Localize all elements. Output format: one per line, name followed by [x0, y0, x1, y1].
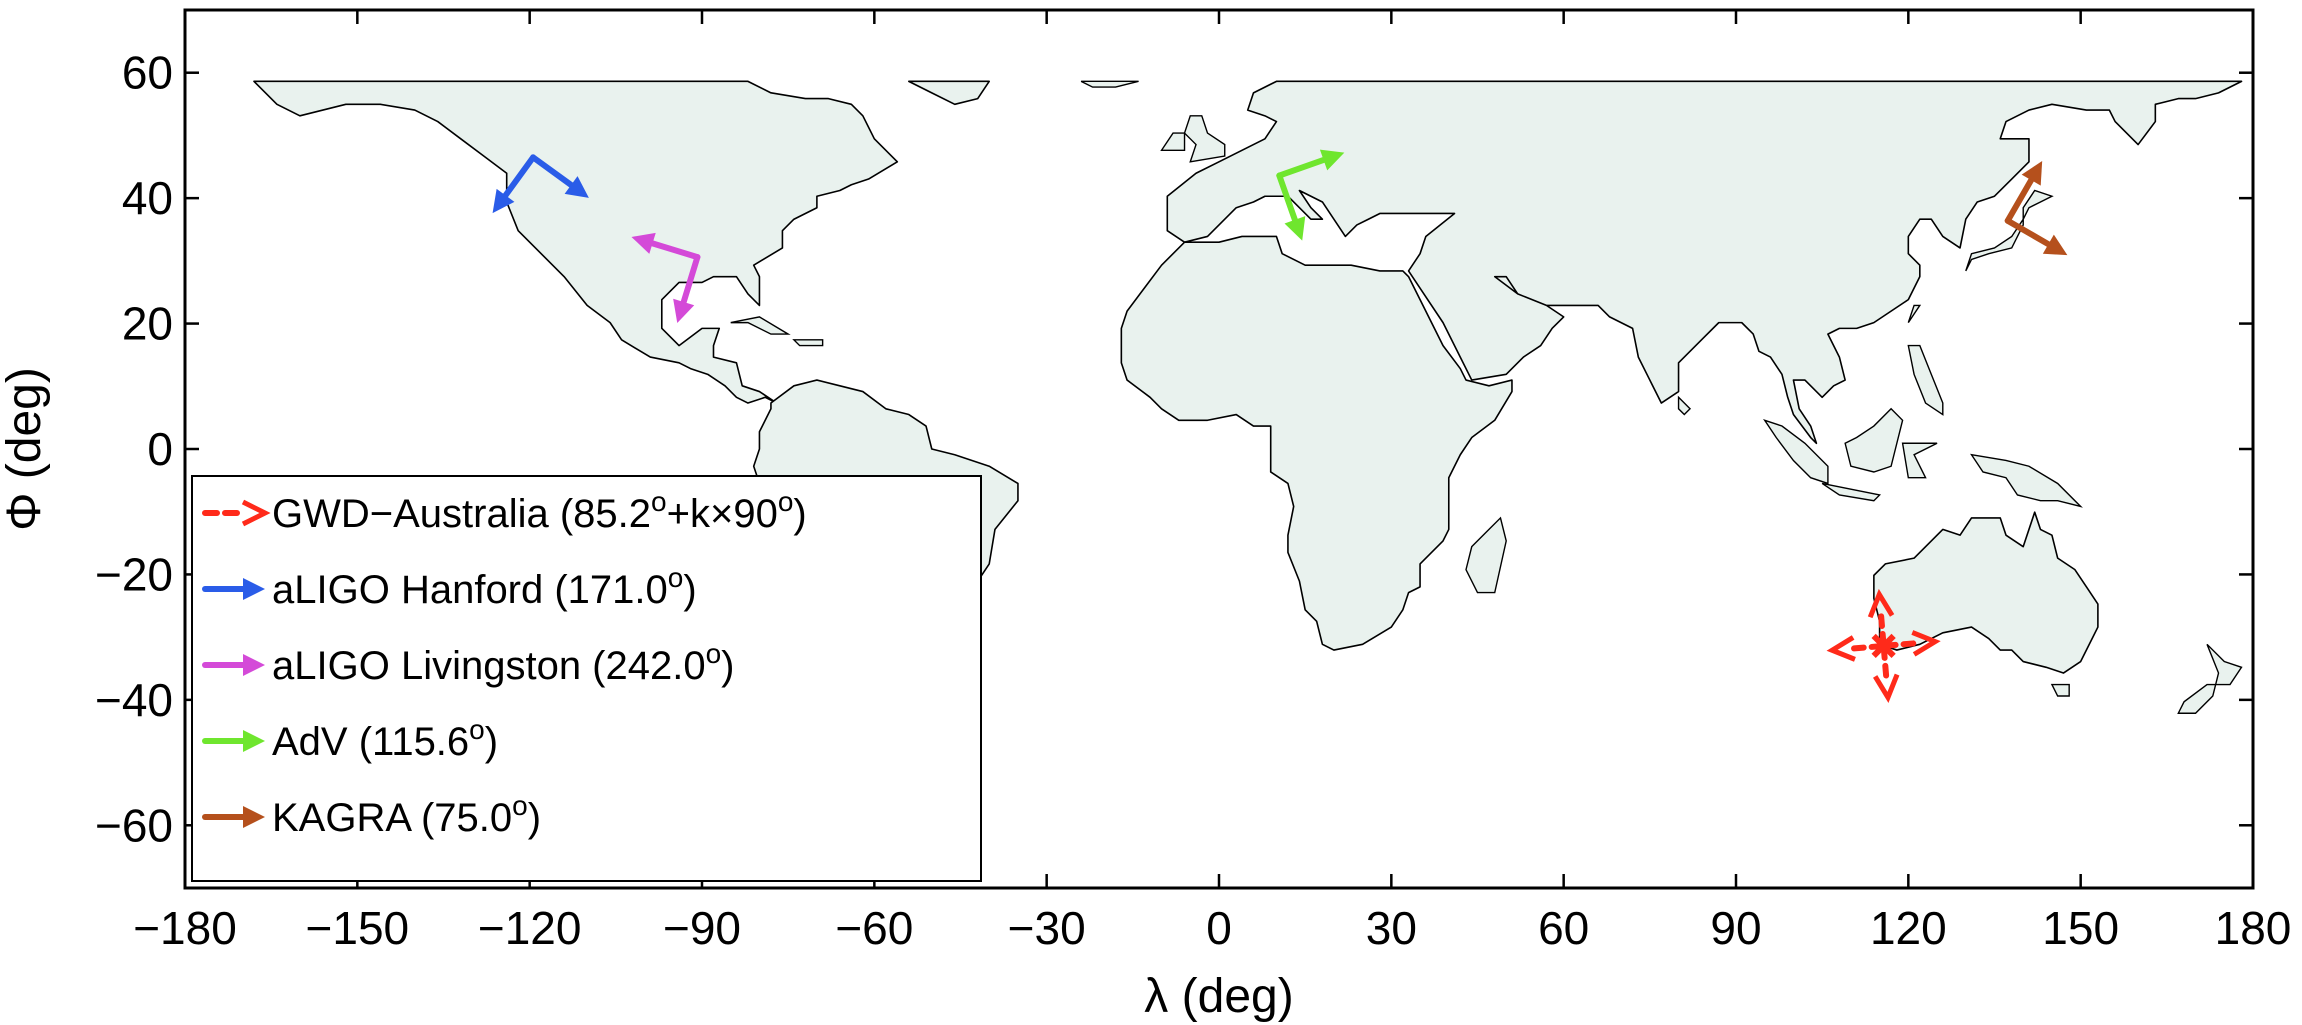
legend-item-ligo-livingston: aLIGO Livingston (242.0o)	[202, 638, 735, 688]
landmass-hispaniola	[794, 340, 823, 346]
legend-swatch	[202, 806, 265, 828]
legend-item-virgo: AdV (115.6o)	[202, 714, 498, 764]
x-tick-label: −150	[306, 902, 410, 954]
landmass-sulawesi	[1903, 443, 1937, 477]
detector-arm	[2004, 217, 2068, 256]
detector-arm	[1880, 630, 1941, 657]
legend-swatch	[202, 654, 265, 676]
detector-arm	[1276, 149, 1345, 179]
landmass-new-guinea	[1972, 455, 2081, 507]
detector-center	[1871, 633, 1896, 659]
legend-item-ligo-hanford: aLIGO Hanford (171.0o)	[202, 562, 697, 612]
legend-swatch	[202, 730, 265, 752]
detector-arm	[1276, 172, 1306, 241]
landmass-ireland	[1162, 133, 1185, 150]
landmass-greenland	[909, 81, 989, 104]
detector-kagra	[2004, 161, 2068, 256]
x-tick-label: −60	[835, 902, 913, 954]
detector-arm	[673, 254, 701, 324]
x-tick-label: 150	[2042, 902, 2119, 954]
x-tick-label: −120	[478, 902, 582, 954]
detector-arm	[1873, 642, 1900, 704]
legend-item-gwd-australia: GWD−Australia (85.2o+k×90o)	[202, 486, 807, 536]
y-tick-label: −40	[95, 674, 173, 726]
landmass-sumatra	[1765, 420, 1828, 483]
legend-swatch	[202, 499, 271, 527]
x-tick-label: 0	[1206, 902, 1232, 954]
landmass-sri-lanka	[1679, 397, 1690, 414]
detector-arm	[492, 154, 537, 214]
detector-ligo-livingston	[631, 232, 701, 324]
x-tick-label: −30	[1008, 902, 1086, 954]
legend-swatch	[202, 578, 265, 600]
landmass-madagascar	[1466, 518, 1506, 593]
land-layer	[186, 11, 2252, 759]
x-tick-label: 120	[1870, 902, 1947, 954]
x-tick-label: 60	[1538, 902, 1589, 954]
detector-arm	[2004, 161, 2043, 224]
legend-item-kagra: KAGRA (75.0o)	[202, 790, 541, 840]
y-tick-label: 20	[122, 298, 173, 350]
landmass-java	[1822, 483, 1879, 500]
detector-arm	[631, 232, 701, 261]
landmass-iceland	[1081, 81, 1138, 87]
y-tick-label: −20	[95, 548, 173, 600]
landmass-new-zealand	[2178, 644, 2241, 713]
detector-arm	[1867, 588, 1895, 649]
landmass-japan	[1966, 191, 2052, 271]
x-axis-title: λ (deg)	[1144, 970, 1293, 1023]
detector-gwd-australia	[1826, 588, 1941, 704]
landmass-taiwan	[1908, 305, 1919, 322]
y-tick-label: −60	[95, 799, 173, 851]
y-tick-label: 40	[122, 172, 173, 224]
legend-label: AdV (115.6o)	[272, 714, 498, 764]
legend-label: GWD−Australia (85.2o+k×90o)	[272, 486, 807, 536]
landmass-great-britain	[1185, 116, 1225, 162]
y-axis: −60 −40 −20 0 20 40 60	[95, 47, 2253, 851]
landmass-cuba	[731, 317, 788, 334]
detector-virgo	[1276, 149, 1345, 241]
legend-label: aLIGO Livingston (242.0o)	[272, 638, 735, 688]
x-axis: −180 −150 −120 −90 −60 −30 0 30 60 90 120 150 180	[133, 10, 2291, 954]
landmass-eurasia	[1167, 81, 2241, 443]
x-tick-label: −90	[663, 902, 741, 954]
legend-box	[191, 475, 982, 882]
y-tick-label: 60	[122, 47, 173, 99]
legend-label: aLIGO Hanford (171.0o)	[272, 562, 697, 612]
detector-ligo-hanford	[492, 154, 589, 214]
x-tick-label: 30	[1366, 902, 1417, 954]
landmass-borneo	[1845, 409, 1902, 472]
legend-label: KAGRA (75.0o)	[272, 790, 541, 840]
x-tick-label: 90	[1710, 902, 1761, 954]
x-tick-label: −180	[133, 902, 237, 954]
detector-arm	[530, 154, 589, 198]
y-axis-title: Φ (deg)	[0, 367, 51, 531]
landmass-tasmania	[2052, 685, 2069, 696]
y-tick-label: 0	[147, 423, 173, 475]
landmass-africa	[1121, 236, 1512, 650]
x-tick-label: 180	[2215, 902, 2292, 954]
legend: GWD−Australia (85.2o+k×90o) aLIGO Hanford…	[191, 475, 982, 882]
landmass-philippines	[1908, 346, 1942, 415]
detector-arm	[1826, 635, 1887, 662]
detector-layer	[492, 149, 2068, 704]
